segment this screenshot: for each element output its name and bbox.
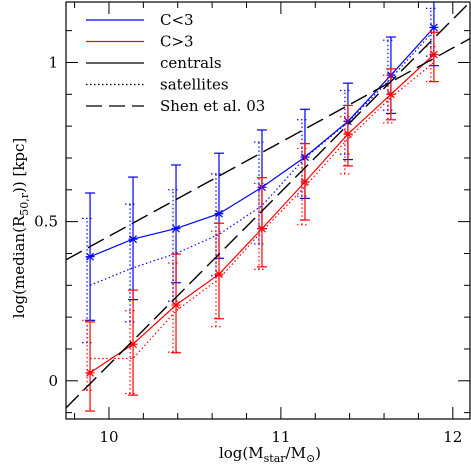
- y-tick-label: 0: [48, 372, 58, 390]
- x-tick-label: 11: [271, 428, 290, 446]
- y-tick-label: 1: [48, 53, 58, 71]
- series-line-4: [66, 37, 470, 261]
- xlabel-part: ): [315, 444, 321, 462]
- series-line-1: [89, 30, 435, 286]
- xlabel-sub: ⊙: [306, 452, 315, 465]
- series-line-3: [90, 62, 435, 360]
- series-line-5: [66, 2, 470, 409]
- legend-label-4: Shen et al. 03: [160, 97, 265, 115]
- axes-layer: 10 11 12 0 0.5 1: [34, 1, 471, 446]
- x-tick-label: 10: [99, 428, 118, 446]
- y-tick-label: 0.5: [34, 213, 58, 231]
- series-3: [82, 45, 436, 395]
- series-5: [66, 2, 470, 409]
- legend-label-1: C>3: [160, 33, 194, 51]
- ylabel-part: log(median(R: [10, 215, 28, 318]
- xlabel-part: log(M: [219, 444, 264, 462]
- legend-label-0: C<3: [160, 11, 194, 29]
- legend: C<3 C>3 centrals satellites Shen et al. 03: [86, 11, 265, 115]
- plot-series-layer: [66, 2, 470, 412]
- series-2: [85, 31, 439, 412]
- xlabel-sub: star: [264, 452, 287, 465]
- series-0: [85, 2, 439, 321]
- ylabel-sub: 50,r: [18, 192, 31, 215]
- legend-label-3: satellites: [160, 76, 229, 94]
- ylabel-part: )) [kpc]: [10, 138, 28, 193]
- plot-area: [66, 2, 470, 412]
- plot-frame: [65, 1, 471, 420]
- series-4: [66, 37, 470, 261]
- xlabel-part: /M: [286, 444, 306, 462]
- series-1: [82, 7, 436, 344]
- y-axis-label: log(median(R50,r)) [kpc]: [10, 138, 31, 319]
- legend-label-2: centrals: [160, 54, 222, 72]
- axis-labels: log(Mstar/M⊙) log(median(R50,r)) [kpc]: [10, 138, 321, 465]
- x-tick-label: 12: [443, 428, 462, 446]
- x-axis-label: log(Mstar/M⊙): [219, 444, 321, 465]
